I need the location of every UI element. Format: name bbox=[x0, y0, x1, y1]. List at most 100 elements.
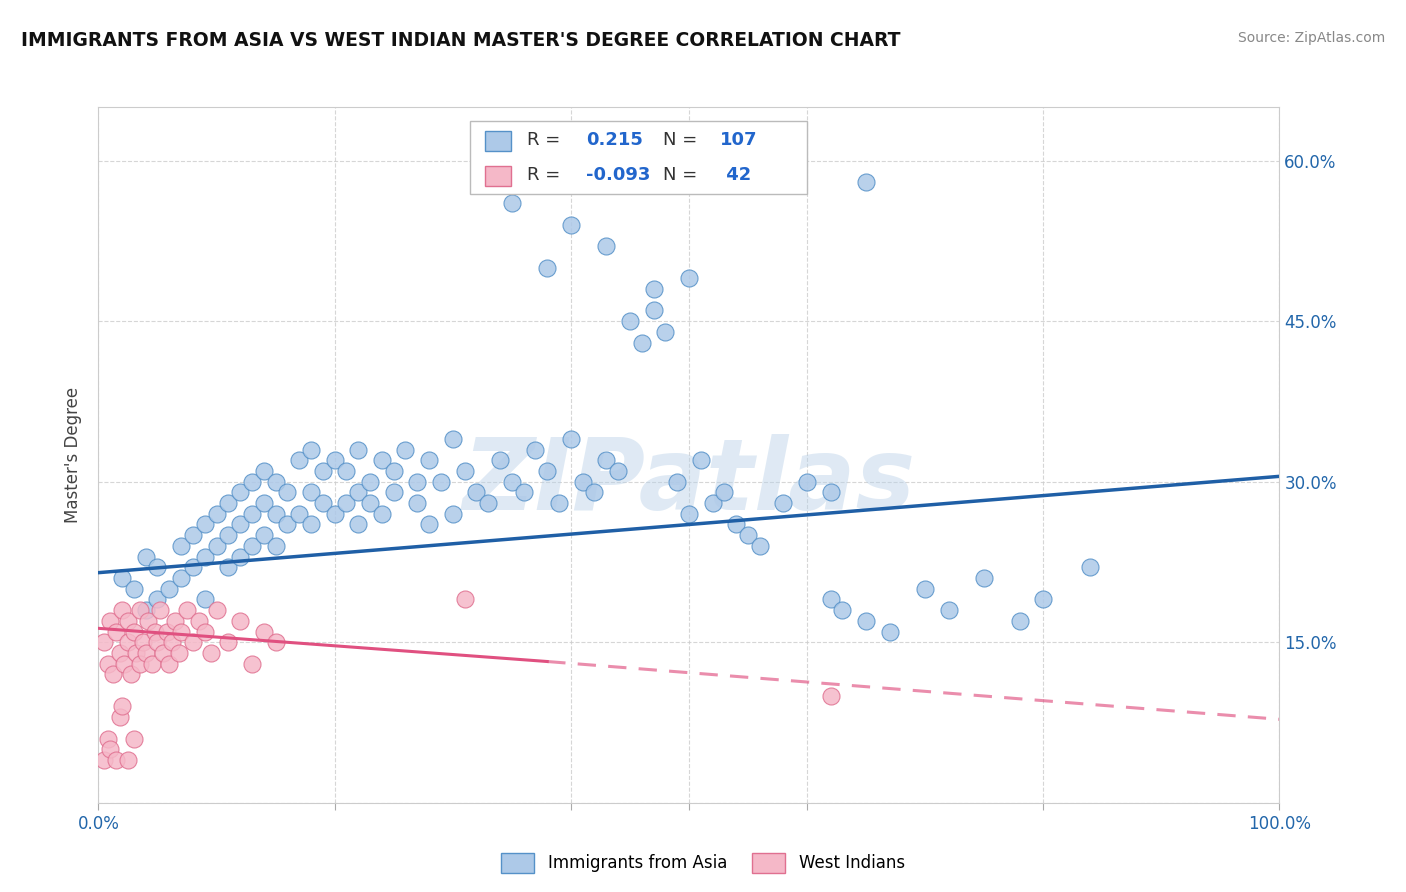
Point bbox=[643, 303, 665, 318]
Point bbox=[501, 475, 523, 489]
Point bbox=[820, 689, 842, 703]
Point bbox=[149, 603, 172, 617]
Point bbox=[323, 453, 346, 467]
Point bbox=[156, 624, 179, 639]
Text: 107: 107 bbox=[720, 131, 758, 149]
Legend: Immigrants from Asia, West Indians: Immigrants from Asia, West Indians bbox=[495, 847, 911, 880]
Point bbox=[111, 699, 134, 714]
Point bbox=[312, 496, 335, 510]
Point bbox=[217, 496, 239, 510]
Point bbox=[571, 475, 593, 489]
Point bbox=[347, 517, 370, 532]
Text: IMMIGRANTS FROM ASIA VS WEST INDIAN MASTER'S DEGREE CORRELATION CHART: IMMIGRANTS FROM ASIA VS WEST INDIAN MAST… bbox=[21, 31, 901, 50]
Point bbox=[748, 539, 770, 553]
Point bbox=[879, 624, 901, 639]
Point bbox=[264, 507, 287, 521]
Point bbox=[98, 614, 121, 628]
Point bbox=[253, 496, 276, 510]
Point bbox=[253, 624, 276, 639]
Point bbox=[264, 475, 287, 489]
Point bbox=[135, 646, 157, 660]
Point bbox=[619, 314, 641, 328]
Point bbox=[112, 657, 135, 671]
Point bbox=[217, 528, 239, 542]
Point bbox=[323, 507, 346, 521]
Point bbox=[157, 582, 180, 596]
Text: R =: R = bbox=[527, 166, 561, 185]
Point bbox=[170, 571, 193, 585]
Point bbox=[855, 175, 877, 189]
Point bbox=[430, 475, 453, 489]
Point bbox=[205, 507, 228, 521]
Point bbox=[630, 335, 652, 350]
Point bbox=[855, 614, 877, 628]
FancyBboxPatch shape bbox=[471, 121, 807, 194]
Point bbox=[347, 485, 370, 500]
Point bbox=[152, 646, 174, 660]
Point bbox=[229, 485, 252, 500]
Point bbox=[689, 453, 711, 467]
Point bbox=[229, 549, 252, 564]
Point bbox=[105, 624, 128, 639]
Point bbox=[678, 507, 700, 521]
Point bbox=[146, 635, 169, 649]
Point bbox=[200, 646, 222, 660]
Point bbox=[240, 539, 263, 553]
Point bbox=[117, 635, 139, 649]
Text: N =: N = bbox=[664, 166, 697, 185]
Point bbox=[299, 485, 322, 500]
Point bbox=[560, 218, 582, 232]
Point bbox=[335, 496, 357, 510]
Point bbox=[157, 657, 180, 671]
Point bbox=[194, 549, 217, 564]
Point bbox=[702, 496, 724, 510]
Point bbox=[229, 517, 252, 532]
Point bbox=[141, 657, 163, 671]
Point bbox=[170, 539, 193, 553]
Point bbox=[418, 453, 440, 467]
Y-axis label: Master's Degree: Master's Degree bbox=[65, 387, 83, 523]
Point bbox=[128, 657, 150, 671]
Point bbox=[181, 635, 204, 649]
Text: ZIPatlas: ZIPatlas bbox=[463, 434, 915, 532]
Point bbox=[229, 614, 252, 628]
Point bbox=[111, 571, 134, 585]
Point bbox=[536, 260, 558, 275]
Point bbox=[465, 485, 488, 500]
Point bbox=[167, 646, 190, 660]
Point bbox=[654, 325, 676, 339]
Point bbox=[135, 603, 157, 617]
Point bbox=[288, 507, 311, 521]
Point bbox=[160, 635, 183, 649]
Point bbox=[371, 507, 394, 521]
Point bbox=[359, 496, 381, 510]
Point bbox=[187, 614, 209, 628]
Point bbox=[217, 635, 239, 649]
Point bbox=[253, 464, 276, 478]
Point bbox=[264, 635, 287, 649]
Point bbox=[418, 517, 440, 532]
Text: N =: N = bbox=[664, 131, 697, 149]
Point bbox=[713, 485, 735, 500]
Point bbox=[217, 560, 239, 574]
Text: 42: 42 bbox=[720, 166, 751, 185]
Point bbox=[406, 475, 429, 489]
Point bbox=[146, 560, 169, 574]
Point bbox=[524, 442, 547, 457]
Text: R =: R = bbox=[527, 131, 561, 149]
Point bbox=[176, 603, 198, 617]
Point bbox=[820, 485, 842, 500]
Point bbox=[312, 464, 335, 478]
Point bbox=[1080, 560, 1102, 574]
Point bbox=[441, 432, 464, 446]
Point bbox=[98, 742, 121, 756]
Point bbox=[299, 442, 322, 457]
Point bbox=[276, 517, 298, 532]
Bar bbox=[485, 131, 510, 152]
Point bbox=[132, 635, 155, 649]
Point bbox=[772, 496, 794, 510]
Point bbox=[725, 517, 748, 532]
Text: Source: ZipAtlas.com: Source: ZipAtlas.com bbox=[1237, 31, 1385, 45]
Point bbox=[194, 517, 217, 532]
Point bbox=[359, 475, 381, 489]
